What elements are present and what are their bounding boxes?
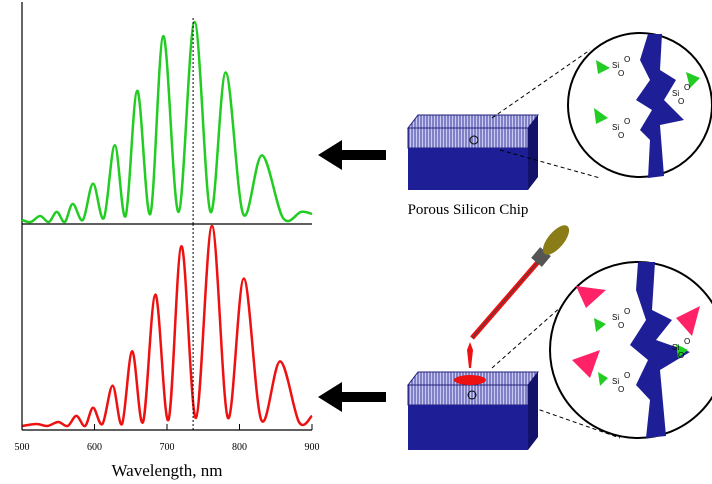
atom-o: O [618, 131, 624, 140]
atom-o: O [624, 117, 630, 126]
x-tick-label: 600 [87, 442, 102, 453]
atom-o: O [678, 97, 684, 106]
chip-label: Porous Silicon Chip [408, 202, 529, 218]
figure: Porous Silicon Chip SiOOSiOOSiOOSiOOSiOO… [0, 0, 712, 484]
x-tick-label: 800 [232, 442, 247, 453]
x-tick-label: 500 [15, 442, 30, 453]
chip [408, 115, 538, 190]
atom-o: O [678, 351, 684, 360]
spectrum-line [22, 226, 312, 426]
atom-o: O [618, 321, 624, 330]
atom-o: O [624, 307, 630, 316]
atom-o: O [624, 371, 630, 380]
magnifier [568, 33, 712, 178]
chip [408, 342, 538, 450]
atom-o: O [618, 385, 624, 394]
x-tick-label: 700 [160, 442, 175, 453]
atom-o: O [684, 83, 690, 92]
x-axis-label: Wavelength, nm [112, 461, 223, 480]
magnifier [550, 262, 712, 438]
atom-o: O [618, 69, 624, 78]
arrow [318, 140, 386, 412]
atom-o: O [684, 337, 690, 346]
x-tick-label: 900 [305, 442, 320, 453]
spectrum-line [22, 22, 312, 222]
atom-o: O [624, 55, 630, 64]
